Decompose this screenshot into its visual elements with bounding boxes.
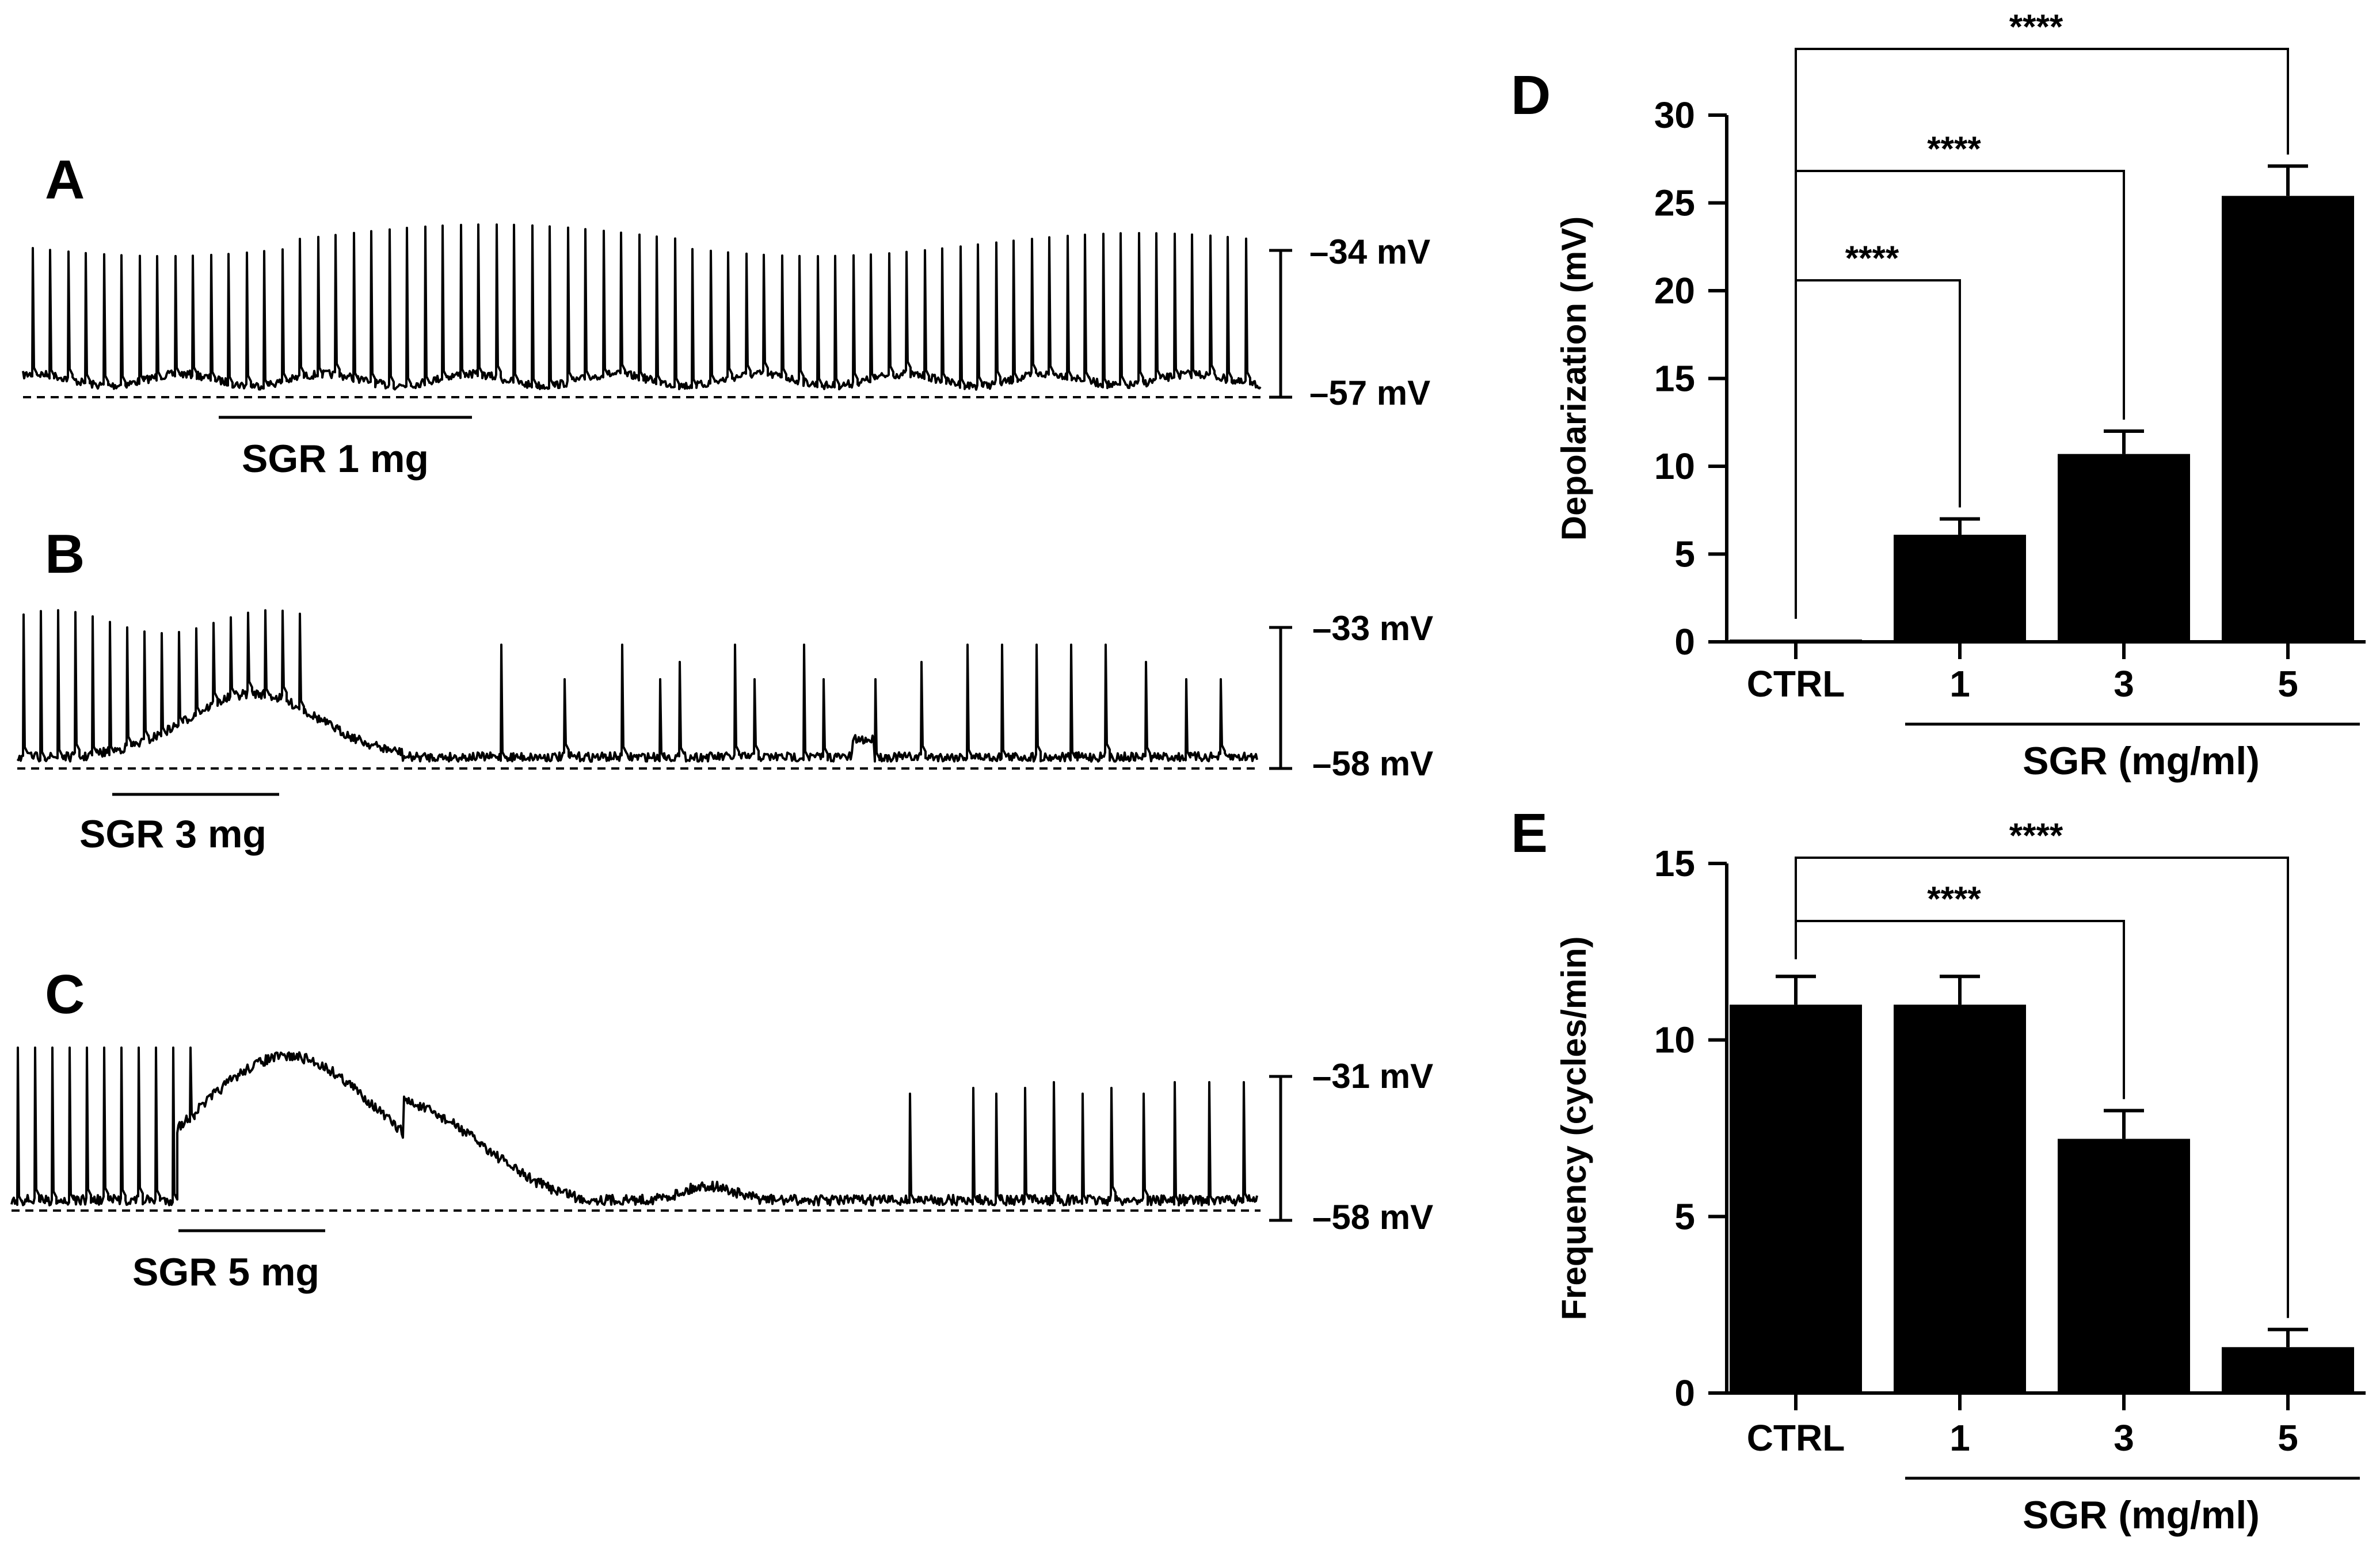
trace-panel-a: A SGR 1 mg –34 mV –57 mV (22, 149, 1430, 481)
membrane-potential-trace-b (16, 609, 1258, 763)
drug-label-b: SGR 3 mg (79, 812, 266, 856)
voltage-bottom-c: –58 mV (1312, 1198, 1433, 1236)
panel-label-c: C (45, 964, 85, 1025)
bars-d (1730, 164, 2354, 642)
membrane-potential-trace-c (10, 1047, 1258, 1207)
x-tick-label-d: CTRL (1747, 663, 1845, 705)
bar-d-3 (2058, 454, 2190, 642)
bar-d-1 (1894, 534, 2026, 642)
x-axis-label-e: SGR (mg/ml) (2023, 1493, 2260, 1537)
x-tick-label-d: 5 (2278, 663, 2298, 705)
voltage-top-b: –33 mV (1312, 609, 1433, 648)
bar-chart-d: D 0 5 10 15 20 25 30 CTRL 1 3 5 **** **** **** Depol… (1511, 7, 2366, 783)
x-tick-label-d: 3 (2114, 663, 2134, 705)
x-axis-label-d: SGR (mg/ml) (2023, 739, 2260, 783)
significance-e: **** **** (1795, 816, 2289, 1318)
voltage-top-c: –31 mV (1312, 1057, 1433, 1095)
voltage-bottom-a: –57 mV (1309, 374, 1430, 412)
significance-label-e: **** (2009, 816, 2063, 855)
bar-d-ctrl (1730, 640, 1862, 642)
bar-d-5 (2222, 196, 2354, 642)
bar-e-5 (2222, 1347, 2354, 1393)
significance-label-d: **** (1927, 130, 1981, 168)
voltage-bottom-b: –58 mV (1312, 744, 1433, 783)
membrane-potential-trace-a (22, 223, 1262, 391)
significance-bracket-d (1795, 48, 2289, 619)
y-tick-label-e: 10 (1654, 1019, 1695, 1061)
x-tick-label-e: 1 (1949, 1417, 1970, 1459)
panel-label-a: A (45, 149, 85, 211)
significance-label-e: **** (1927, 880, 1981, 918)
panel-label-e: E (1511, 802, 1548, 864)
y-tick-label-d: 20 (1654, 270, 1695, 311)
drug-label-c: SGR 5 mg (132, 1250, 319, 1294)
significance-d: **** **** **** (1795, 7, 2289, 619)
x-tick-label-d: 1 (1949, 663, 1970, 705)
y-axis-label-d: Depolarization (mV) (1555, 216, 1593, 541)
bar-chart-e: E 0 5 10 15 CTRL 1 3 5 **** **** Frequency (cycl… (1511, 802, 2366, 1537)
bar-e-1 (1894, 1004, 2026, 1393)
panel-label-d: D (1511, 64, 1551, 126)
significance-bracket-e (1795, 857, 2289, 1318)
bar-e-ctrl (1730, 1004, 1862, 1393)
x-tick-label-e: 5 (2278, 1417, 2298, 1459)
trace-panel-c: C SGR 5 mg –31 mV –58 mV (10, 964, 1433, 1294)
y-tick-label-d: 15 (1654, 358, 1695, 399)
y-tick-label-e: 5 (1674, 1196, 1695, 1237)
bar-e-3 (2058, 1139, 2190, 1393)
y-tick-label-e: 15 (1654, 843, 1695, 884)
significance-label-d: **** (1845, 239, 1899, 277)
y-axis-label-e: Frequency (cycles/min) (1555, 937, 1593, 1321)
bars-e (1730, 975, 2354, 1393)
trace-panel-b: B SGR 3 mg –33 mV –58 mV (16, 523, 1433, 856)
y-tick-label-e: 0 (1674, 1372, 1695, 1414)
y-tick-label-d: 5 (1674, 534, 1695, 575)
voltage-top-a: –34 mV (1309, 233, 1430, 271)
y-tick-label-d: 10 (1654, 446, 1695, 487)
drug-label-a: SGR 1 mg (242, 437, 429, 481)
y-tick-label-d: 30 (1654, 94, 1695, 136)
y-tick-label-d: 0 (1674, 621, 1695, 663)
y-tick-label-d: 25 (1654, 182, 1695, 224)
significance-label-d: **** (2009, 7, 2063, 46)
panel-label-b: B (45, 523, 85, 585)
x-tick-label-e: 3 (2114, 1417, 2134, 1459)
x-tick-label-e: CTRL (1747, 1417, 1845, 1459)
